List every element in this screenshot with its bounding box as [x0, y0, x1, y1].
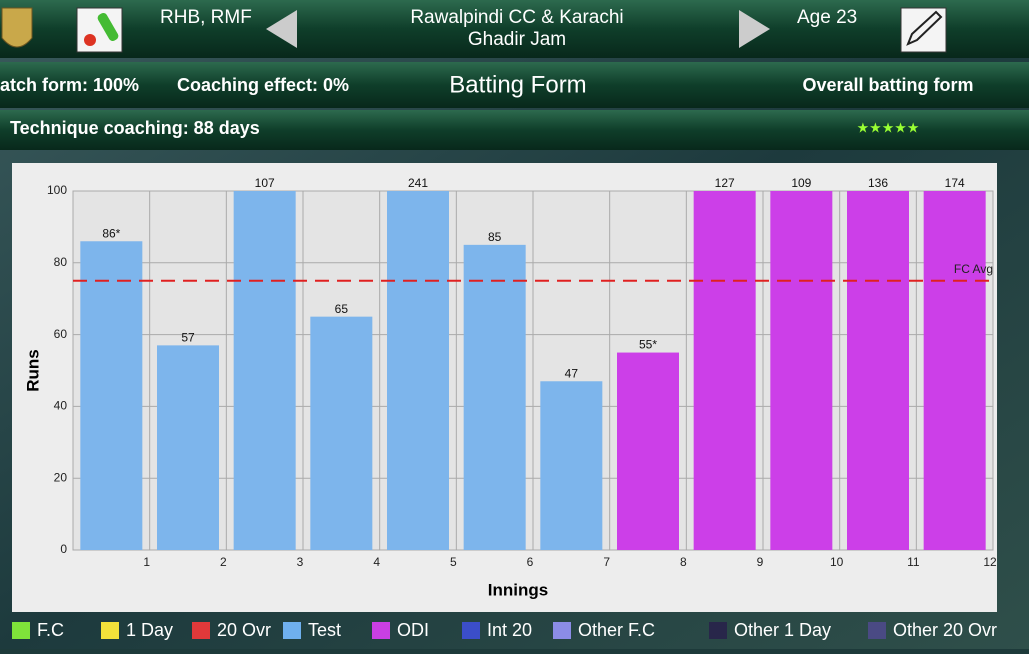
bar	[310, 316, 373, 550]
bar	[923, 191, 986, 550]
x-tick-label: 6	[527, 555, 534, 569]
bar	[617, 352, 679, 550]
value-label: 241	[408, 176, 428, 190]
value-label: 174	[945, 176, 965, 190]
reference-label: FC Avg	[954, 262, 993, 276]
x-tick-label: 3	[297, 555, 304, 569]
x-tick-label: 9	[757, 555, 764, 569]
legend-label: Int 20	[487, 620, 532, 640]
legend-swatch	[462, 622, 480, 639]
bars	[80, 191, 986, 550]
role: RHB, RMF	[160, 7, 252, 28]
bar	[463, 244, 526, 550]
club-badge[interactable]	[1, 7, 33, 48]
value-label: 109	[791, 176, 811, 190]
x-tick-label: 8	[680, 555, 687, 569]
bar	[847, 191, 909, 550]
value-label: 47	[565, 366, 579, 380]
x-tick-label: 5	[450, 555, 457, 569]
coaching-effect: Coaching effect: 0%	[177, 75, 349, 95]
legend-swatch	[553, 622, 571, 639]
chart: 0 20 40 60 80 100 1 86* 2 57 3 107 4 65 5 241 6 85 7 47 8 55*…	[12, 176, 997, 640]
legend-swatch	[372, 622, 390, 639]
legend-label: 1 Day	[126, 620, 173, 640]
y-tick-label: 60	[54, 327, 68, 341]
y-tick-label: 100	[47, 183, 67, 197]
legend-label: F.C	[37, 620, 64, 640]
team-line2: Ghadir Jam	[468, 29, 566, 50]
value-label: 65	[335, 302, 349, 316]
prev-arrow[interactable]	[266, 10, 297, 48]
value-label: 136	[868, 176, 888, 190]
x-tick-label: 2	[220, 555, 227, 569]
value-label: 127	[715, 176, 735, 190]
x-tick-label: 7	[603, 555, 610, 569]
value-label: 57	[181, 331, 195, 345]
overall-label: Overall batting form	[802, 75, 973, 95]
top-bar	[0, 0, 1029, 58]
x-tick-label: 4	[373, 555, 380, 569]
status-bar	[0, 62, 1029, 108]
page-title: Batting Form	[449, 71, 586, 98]
rating-stars: ★★★★★	[857, 120, 920, 136]
y-tick-label: 40	[54, 399, 68, 413]
y-tick-label: 20	[54, 470, 68, 484]
age: Age 23	[797, 7, 857, 28]
legend-label: 20 Ovr	[217, 620, 271, 640]
technique: Technique coaching: 88 days	[10, 118, 260, 138]
x-tick-label: 10	[830, 555, 844, 569]
legend-swatch	[868, 622, 886, 639]
bar	[157, 345, 219, 550]
next-arrow[interactable]	[739, 10, 770, 48]
legend-swatch	[192, 622, 210, 639]
x-tick-label: 1	[143, 555, 150, 569]
bar	[540, 381, 603, 550]
legend-swatch	[12, 622, 30, 639]
team-line1: Rawalpindi CC & Karachi	[410, 7, 623, 28]
x-tick-label: 12	[983, 555, 997, 569]
legend-swatch	[101, 622, 119, 639]
x-axis-label: Innings	[488, 580, 548, 599]
bar	[387, 191, 449, 550]
y-axis-label: Runs	[23, 349, 42, 392]
bar	[80, 241, 143, 550]
technique-bar	[0, 110, 1029, 150]
bat-icon	[97, 12, 119, 42]
legend-swatch	[709, 622, 727, 639]
bar	[233, 191, 296, 550]
pencil-icon	[906, 10, 943, 46]
bar	[770, 191, 833, 550]
x-tick-label: 11	[907, 555, 920, 569]
value-label: 85	[488, 230, 502, 244]
match-form: atch form: 100%	[0, 75, 139, 95]
legend-swatch	[283, 622, 301, 639]
value-label: 55*	[639, 338, 657, 352]
legend-label: ODI	[397, 620, 429, 640]
value-label: 86*	[102, 226, 120, 240]
bar	[693, 191, 756, 550]
legend-label: Other F.C	[578, 620, 655, 640]
value-label: 107	[255, 176, 275, 190]
y-tick-label: 80	[54, 255, 68, 269]
y-tick-label: 0	[60, 542, 67, 556]
ball-icon	[84, 34, 96, 46]
legend-label: Other 20 Ovr	[893, 620, 997, 640]
legend-label: Other 1 Day	[734, 620, 831, 640]
legend-label: Test	[308, 620, 341, 640]
